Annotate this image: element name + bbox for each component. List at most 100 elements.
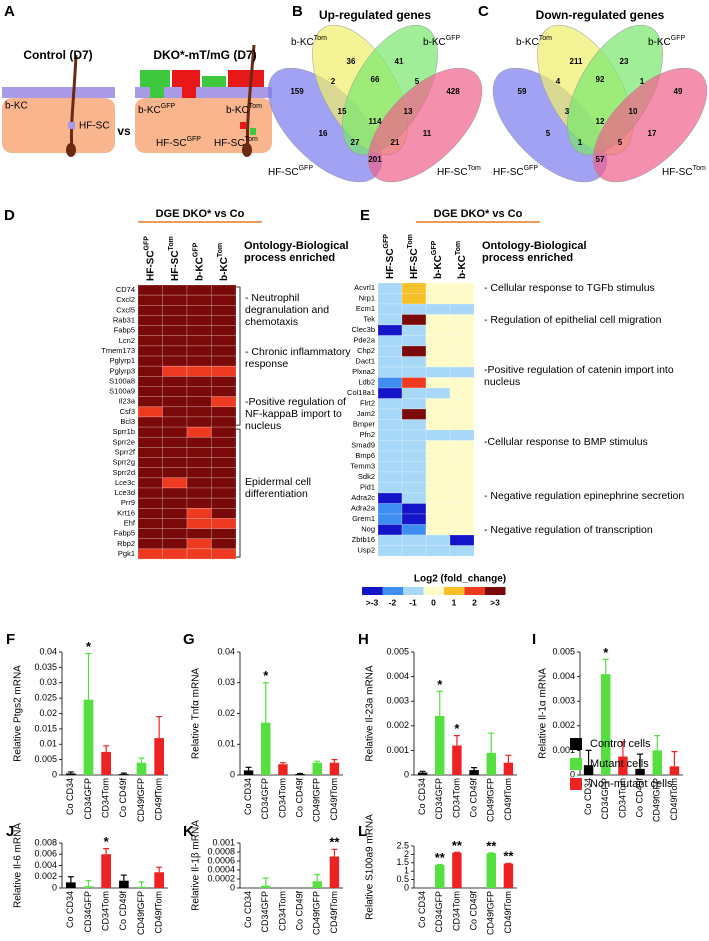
heatmap-cell bbox=[137, 507, 163, 519]
region-count: 10 bbox=[629, 107, 638, 116]
heatmap-cell bbox=[137, 436, 163, 448]
heatmap-cell bbox=[425, 429, 451, 441]
x-tick-label: CD49fGFP bbox=[486, 891, 496, 935]
column-label-base: HF-SC bbox=[145, 250, 156, 281]
annotation-text: -Positive regulation of catenin import i… bbox=[484, 364, 674, 388]
error-bar bbox=[585, 749, 592, 766]
y-tick-label: 0 bbox=[404, 882, 409, 892]
heatmap-cell bbox=[162, 396, 188, 408]
significance: ** bbox=[452, 838, 463, 853]
heatmap-cell bbox=[377, 282, 403, 294]
heatmap-cell bbox=[377, 545, 403, 557]
column-label: HF-SCGFP bbox=[383, 234, 395, 279]
panel-letter: D bbox=[4, 207, 15, 224]
bar bbox=[329, 856, 340, 888]
heatmap-cell bbox=[162, 538, 188, 550]
heatmap-cell bbox=[449, 429, 475, 441]
error-bar bbox=[67, 876, 74, 883]
panel-letter: K bbox=[183, 823, 194, 840]
bar bbox=[83, 886, 94, 888]
y-tick-label: 0.01 bbox=[39, 739, 57, 749]
x-tick-label: CD49fTom bbox=[154, 778, 164, 821]
x-tick-label: Co CD49f bbox=[294, 891, 304, 931]
heatmap-cell bbox=[211, 345, 237, 357]
gene-label: CD74 bbox=[116, 285, 135, 294]
y-tick-label: 0.003 bbox=[386, 696, 409, 706]
heatmap-cell bbox=[401, 335, 427, 347]
heatmap-cell bbox=[186, 335, 212, 347]
heatmap-cell bbox=[377, 450, 403, 462]
legend-label: -2 bbox=[389, 597, 397, 607]
x-tick-label: CD49fTom bbox=[154, 891, 164, 934]
x-tick-label: CD34Tom bbox=[277, 778, 287, 818]
legend-swatch bbox=[444, 587, 465, 595]
heatmap-cell bbox=[162, 457, 188, 468]
heatmap-cell bbox=[449, 335, 475, 347]
heatmap-cell bbox=[449, 324, 475, 336]
bar bbox=[669, 766, 680, 775]
heatmap-cell bbox=[162, 416, 188, 428]
error-bar bbox=[453, 735, 460, 746]
set-label-sup: GFP bbox=[446, 35, 461, 42]
gene-label: Temm3 bbox=[350, 462, 375, 471]
skin bbox=[135, 98, 272, 153]
heatmap-cell bbox=[377, 503, 403, 515]
bar bbox=[312, 762, 322, 775]
bar bbox=[154, 738, 165, 775]
heatmap-cell bbox=[211, 304, 237, 316]
y-tick-label: 0.002 bbox=[386, 720, 409, 730]
column-label: b-KCGFP bbox=[193, 242, 205, 281]
annotation: - Chronic inflammatory response bbox=[245, 346, 351, 370]
significance: * bbox=[263, 668, 269, 683]
annotation-text: - Chronic inflammatory response bbox=[245, 346, 351, 370]
heatmap-cell bbox=[377, 482, 403, 494]
gene-label: Clec3b bbox=[352, 325, 375, 334]
cell-label-sup: GFP bbox=[161, 103, 176, 110]
heatmap-cell bbox=[425, 345, 451, 357]
heatmap-cell bbox=[211, 396, 237, 408]
heatmap-cell bbox=[449, 345, 475, 357]
heatmap-cell bbox=[137, 396, 163, 408]
gene-label: Bmp6 bbox=[355, 451, 375, 460]
cell-label: b-KC bbox=[5, 101, 28, 112]
set-label: b-KCTom bbox=[291, 35, 327, 47]
gene-label: Usp2 bbox=[357, 546, 375, 555]
panel-letter: J bbox=[6, 823, 14, 840]
legend-label: 1 bbox=[452, 597, 457, 607]
annotation: -Positive regulation of NF-kappaB import… bbox=[245, 396, 346, 432]
heatmap-cell bbox=[377, 534, 403, 546]
column-label-base: HF-SC bbox=[169, 250, 180, 281]
x-tick-label: Co CD34 bbox=[243, 778, 253, 815]
gene-label: Rab31 bbox=[113, 316, 135, 325]
region-count: 41 bbox=[395, 57, 404, 66]
region-count: 15 bbox=[338, 107, 347, 116]
region-count: 4 bbox=[556, 77, 561, 86]
gene-label: Fabp5 bbox=[114, 326, 135, 335]
region-count: 1 bbox=[578, 138, 583, 147]
error-bar bbox=[245, 766, 252, 771]
heatmap-cell bbox=[211, 365, 237, 377]
region-count: 92 bbox=[596, 75, 605, 84]
y-axis-label: Relative Il-1α mRNA bbox=[538, 668, 549, 759]
bar bbox=[618, 756, 628, 775]
x-tick-label: CD34GFP bbox=[260, 891, 270, 933]
gene-label: Bmper bbox=[353, 420, 376, 429]
set-label-base: HF-SC bbox=[493, 167, 524, 178]
region-count: 21 bbox=[391, 138, 400, 147]
gene-label: Grem1 bbox=[352, 514, 375, 523]
y-tick-label: 0.005 bbox=[34, 754, 57, 764]
heatmap-cell bbox=[137, 335, 163, 347]
venn-title: Up-regulated genes bbox=[319, 8, 431, 22]
heatmap-cell bbox=[211, 548, 237, 560]
bar bbox=[652, 750, 662, 775]
heatmap-cell bbox=[377, 324, 403, 336]
y-tick-label: 0.004 bbox=[386, 671, 409, 681]
annotation-text: - Regulation of epithelial cell migratio… bbox=[484, 314, 662, 326]
x-tick-label: CD34GFP bbox=[260, 778, 270, 820]
cell-label: HF-SC bbox=[79, 121, 110, 132]
heatmap-cell bbox=[162, 497, 188, 509]
heatmap-cell bbox=[449, 492, 475, 504]
heatmap-cell bbox=[425, 450, 451, 462]
heatmap-cell bbox=[137, 386, 163, 397]
x-tick-label: CD34GFP bbox=[434, 891, 444, 933]
